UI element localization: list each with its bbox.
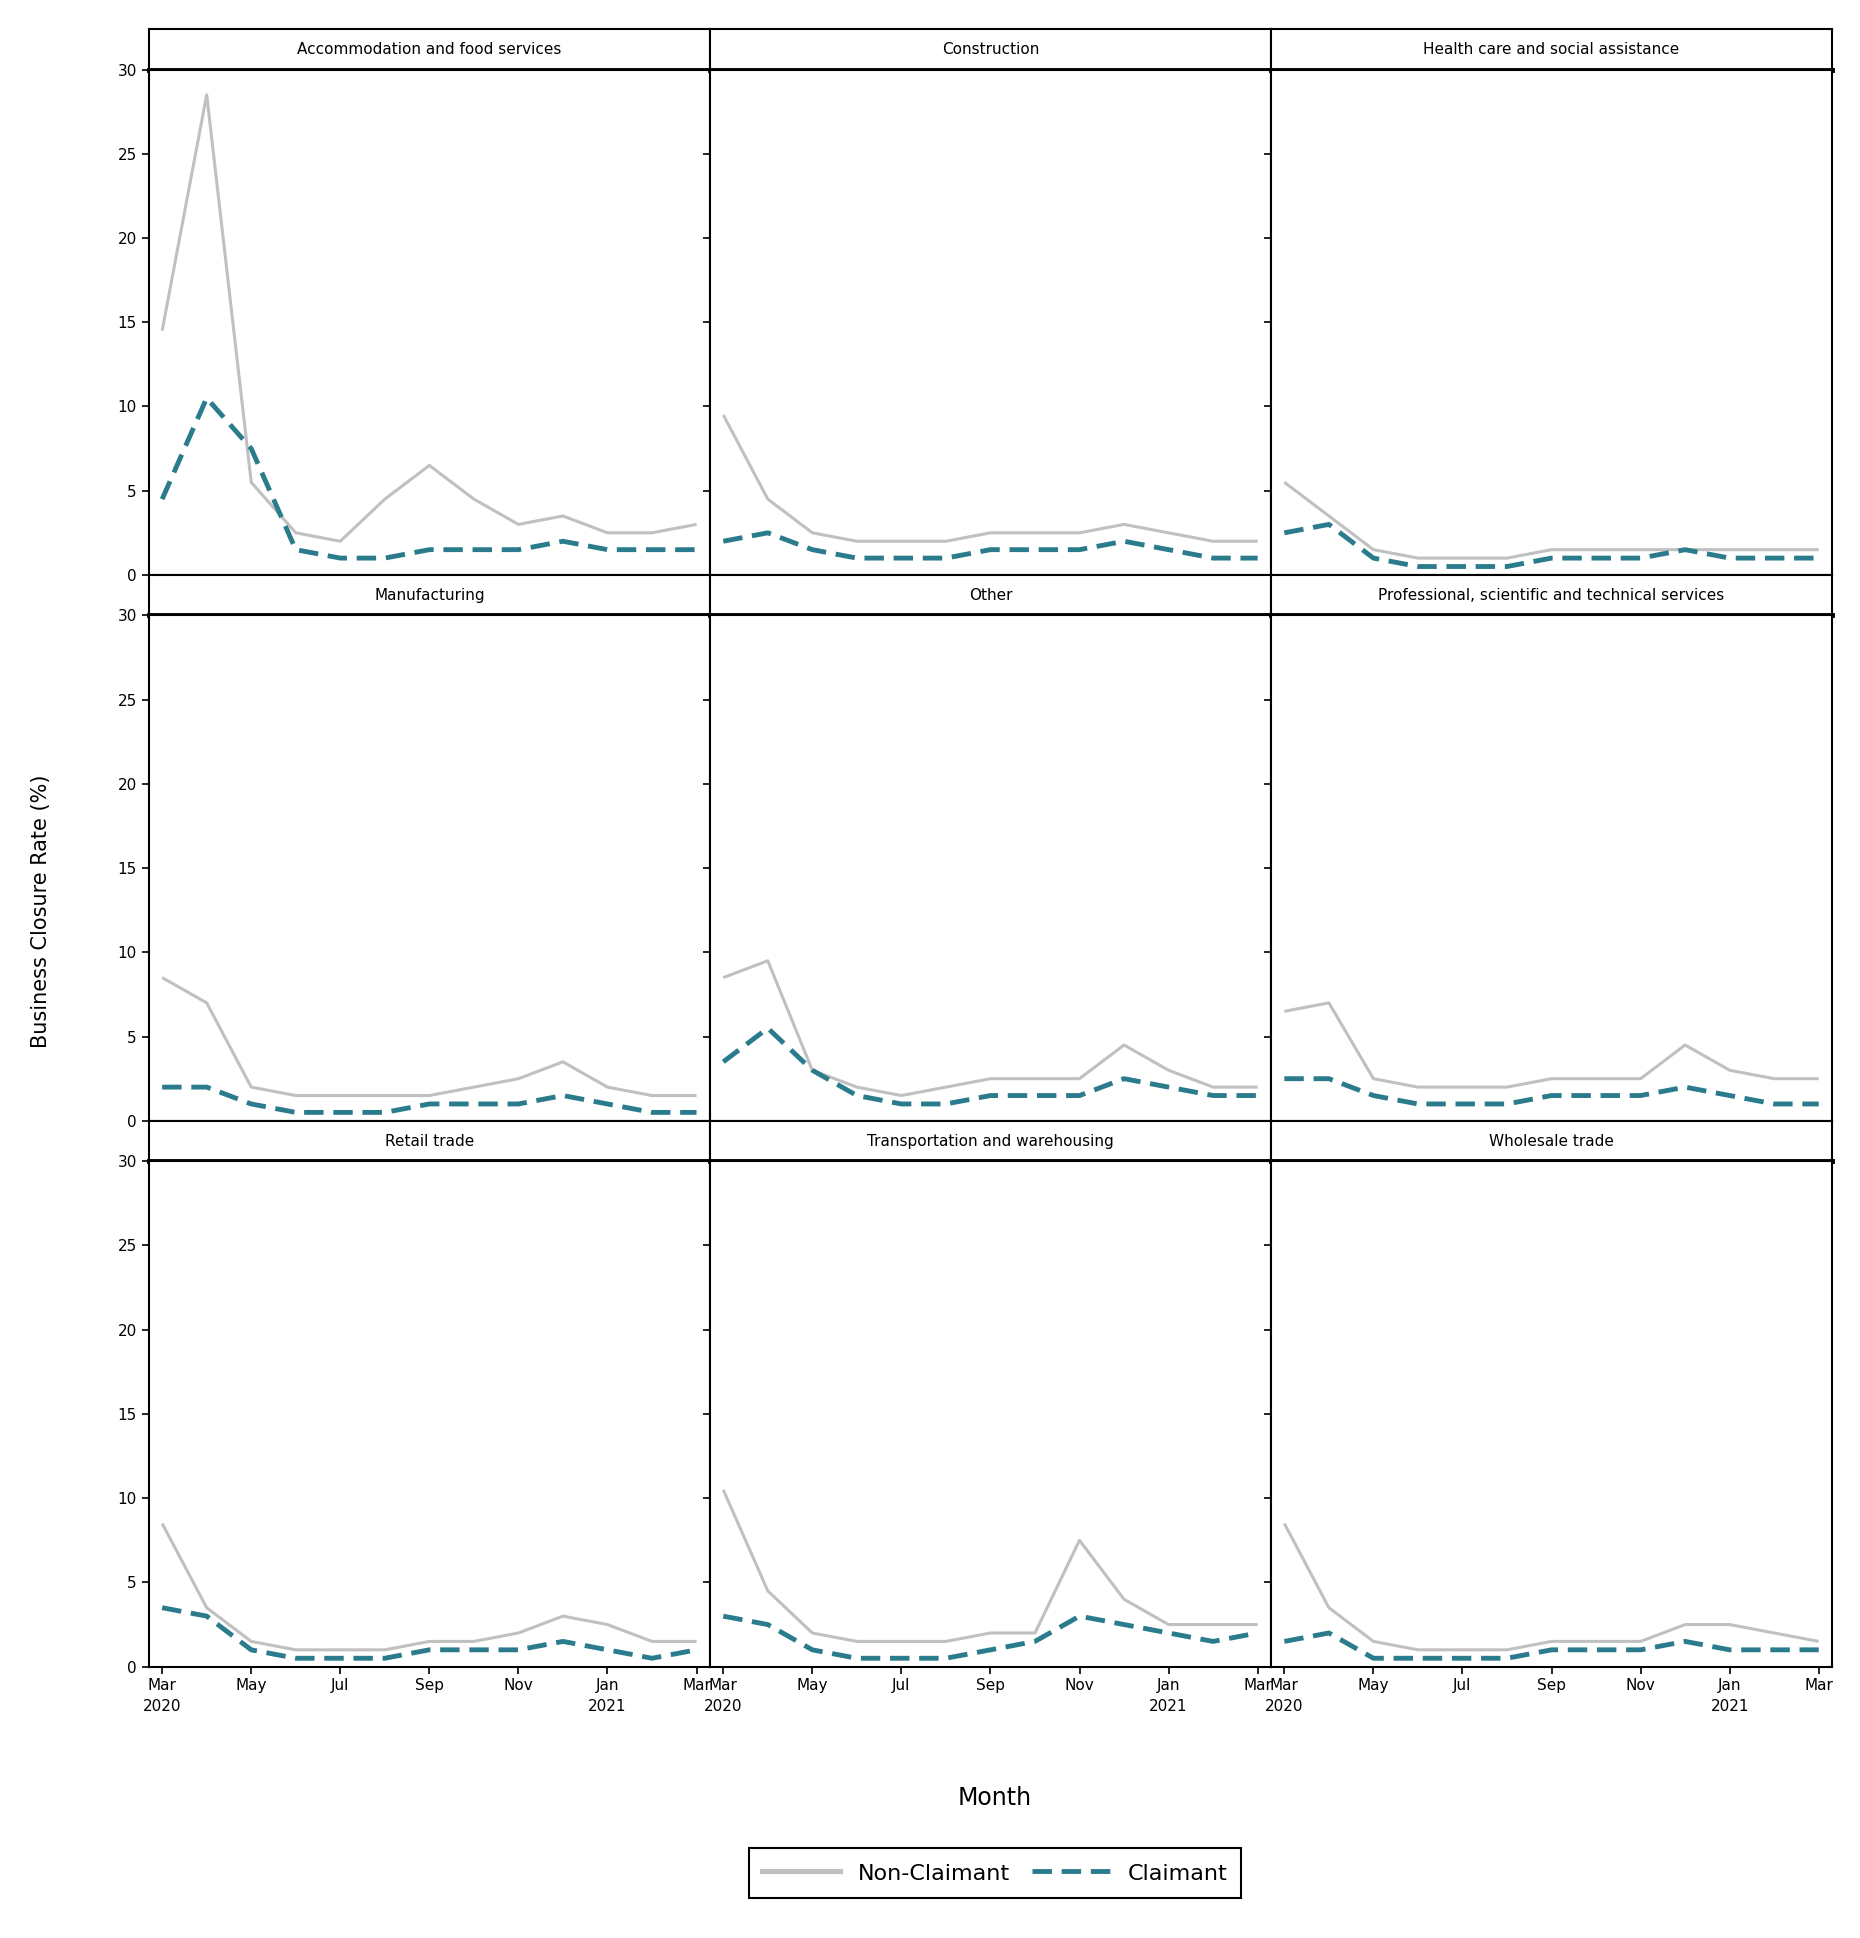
Text: Month: Month [958,1787,1032,1810]
Text: Accommodation and food services: Accommodation and food services [298,43,562,56]
Text: 2021: 2021 [588,1700,627,1713]
Text: Retail trade: Retail trade [385,1134,474,1149]
Text: Manufacturing: Manufacturing [374,587,485,603]
Text: Transportation and warehousing: Transportation and warehousing [867,1134,1114,1149]
Text: Construction: Construction [941,43,1040,56]
Legend: Non-Claimant, Claimant: Non-Claimant, Claimant [750,1849,1241,1897]
Text: 2020: 2020 [1265,1700,1304,1713]
Text: Other: Other [969,587,1012,603]
Text: 2020: 2020 [143,1700,182,1713]
Text: 2021: 2021 [1711,1700,1748,1713]
Text: Business Closure Rate (%): Business Closure Rate (%) [32,773,50,1048]
Text: 2020: 2020 [703,1700,742,1713]
Text: 2021: 2021 [1149,1700,1189,1713]
Text: Wholesale trade: Wholesale trade [1490,1134,1614,1149]
Text: Professional, scientific and technical services: Professional, scientific and technical s… [1378,587,1724,603]
Text: Health care and social assistance: Health care and social assistance [1423,43,1680,56]
